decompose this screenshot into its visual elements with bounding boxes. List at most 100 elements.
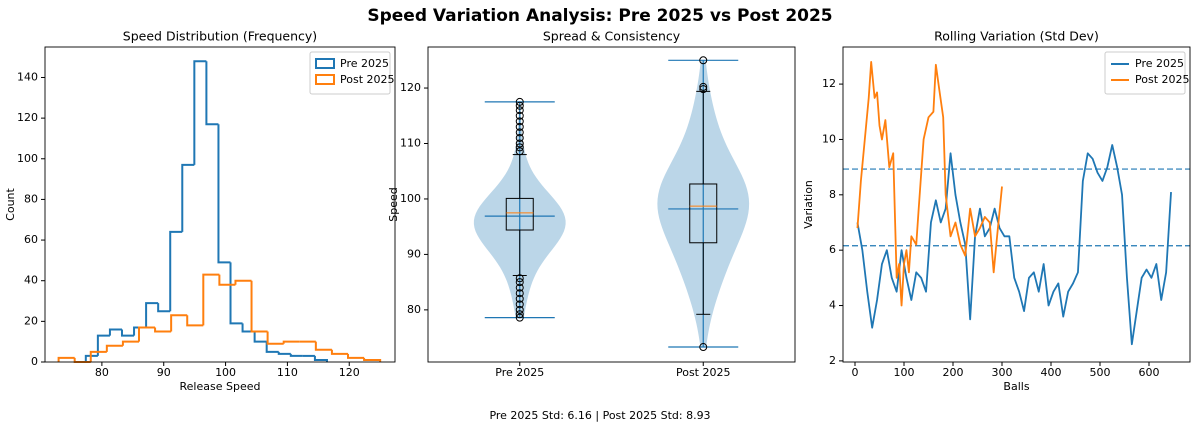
y-tick-label: 2: [829, 354, 836, 367]
outlier: [699, 343, 708, 352]
outlier: [515, 147, 524, 156]
legend-label: Pre 2025: [1135, 57, 1184, 70]
outlier: [515, 300, 524, 309]
histogram-step: [96, 334, 110, 356]
y-tick-label: 40: [24, 274, 38, 287]
histogram-step: [347, 353, 365, 359]
panel-title: Speed Distribution (Frequency): [123, 29, 317, 44]
x-tick-label: Post 2025: [676, 366, 731, 379]
legend-label: Pre 2025: [340, 57, 389, 70]
histogram-step: [193, 60, 207, 165]
histogram-step: [108, 328, 122, 336]
outlier: [515, 310, 524, 319]
outlier: [515, 278, 524, 287]
y-tick-label: 100: [400, 192, 421, 205]
outlier: [515, 139, 524, 148]
x-tick-label: 300: [991, 366, 1012, 379]
histogram-step: [289, 353, 303, 357]
y-tick-label: 10: [822, 132, 836, 145]
histogram-step: [218, 274, 236, 286]
outlier: [515, 283, 524, 292]
panel-title: Spread & Consistency: [543, 29, 681, 44]
y-tick-label: 6: [829, 243, 836, 256]
footer: Pre 2025 Std: 6.16 | Post 2025 Std: 8.93: [489, 409, 710, 422]
outlier: [515, 117, 524, 126]
y-tick-label: 80: [407, 303, 421, 316]
outlier: [699, 56, 708, 65]
legend-label: Post 2025: [1135, 73, 1190, 86]
axes-frame: [44, 46, 396, 363]
histogram-step: [84, 354, 98, 362]
outlier: [515, 101, 524, 110]
histogram-step: [266, 331, 284, 345]
histogram-step: [277, 351, 291, 355]
outlier: [515, 97, 524, 106]
histogram-step: [181, 163, 195, 232]
histogram-step: [145, 302, 159, 328]
x-tick-label: 500: [1089, 366, 1110, 379]
histogram-step: [120, 329, 135, 337]
histogram-step: [253, 331, 267, 343]
box: [505, 197, 534, 231]
y-tick-label: 60: [24, 233, 38, 246]
y-tick-label: 80: [24, 192, 38, 205]
histogram-step: [234, 279, 252, 285]
histogram-step: [89, 350, 107, 362]
x-tick-label: 200: [942, 366, 963, 379]
histogram-step: [154, 327, 172, 333]
x-tick-label: 120: [339, 366, 360, 379]
y-axis-label: Count: [4, 187, 17, 220]
histogram-step: [105, 344, 123, 352]
y-tick-label: 120: [400, 81, 421, 94]
outlier: [699, 82, 708, 91]
outlier: [515, 122, 524, 131]
histogram-step: [205, 61, 219, 126]
histogram-step: [314, 341, 332, 351]
x-tick-label: 80: [95, 366, 109, 379]
axes-frame: [427, 46, 796, 363]
histogram-step: [250, 280, 268, 333]
outlier: [515, 305, 524, 314]
outlier: [515, 111, 524, 120]
panel-title: Rolling Variation (Std Dev): [934, 29, 1099, 44]
histogram-step: [169, 230, 183, 312]
y-axis-label: Speed: [387, 187, 400, 221]
outlier: [515, 143, 524, 152]
y-tick-label: 8: [829, 188, 836, 201]
y-tick-label: 140: [17, 70, 38, 83]
histogram-step: [57, 356, 75, 362]
outlier: [515, 128, 524, 137]
outlier: [515, 133, 524, 142]
y-tick-label: 4: [829, 299, 836, 312]
outlier: [515, 106, 524, 115]
x-axis-label: Balls: [1003, 380, 1029, 393]
histogram-step: [265, 341, 279, 353]
histogram-step: [202, 273, 220, 326]
outlier: [515, 313, 524, 322]
histogram-step: [157, 303, 171, 313]
histogram-step: [186, 315, 204, 327]
histogram-step: [229, 262, 243, 325]
y-axis-label: Variation: [802, 180, 815, 229]
x-tick-label: 110: [277, 366, 298, 379]
x-tick-label: 600: [1138, 366, 1159, 379]
histogram-step: [330, 349, 349, 355]
y-tick-label: 120: [17, 111, 38, 124]
y-tick-label: 110: [400, 136, 421, 149]
x-axis-label: Release Speed: [180, 380, 261, 393]
histogram-step: [170, 314, 188, 332]
y-tick-label: 12: [822, 77, 836, 90]
y-tick-label: 90: [407, 247, 421, 260]
histogram-step: [313, 355, 328, 362]
histogram-step: [217, 124, 231, 264]
histogram-step: [282, 340, 300, 344]
y-tick-label: 100: [17, 152, 38, 165]
legend-box: [1104, 51, 1186, 95]
x-tick-label: Pre 2025: [495, 366, 544, 379]
figure-title: Speed Variation Analysis: Pre 2025 vs Po…: [367, 6, 832, 26]
legend-swatch: [315, 58, 335, 69]
legend-swatch: [315, 74, 335, 85]
outlier: [699, 85, 708, 94]
